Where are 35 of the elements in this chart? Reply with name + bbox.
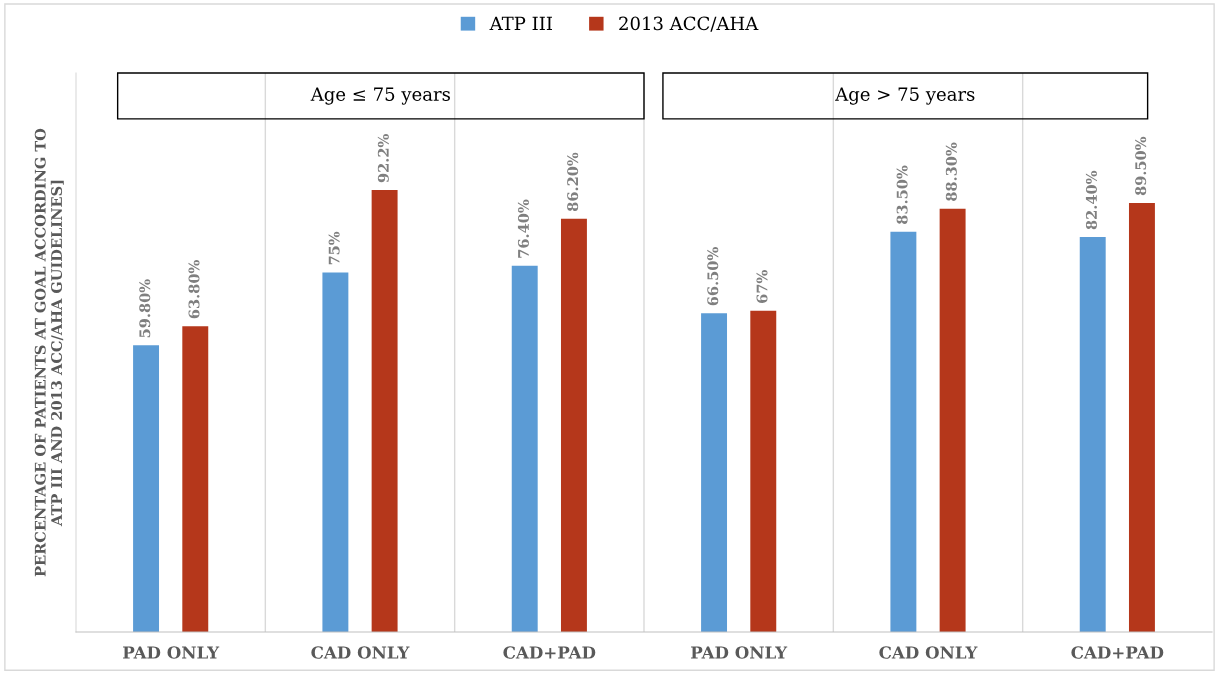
- bar: [701, 313, 728, 632]
- annotation: Age > 75 years: [835, 87, 975, 105]
- x-tick-label: PAD ONLY: [691, 646, 788, 659]
- bar: [371, 189, 398, 632]
- bar: [1128, 202, 1155, 632]
- legend-label: 2013 ACC/AHA: [619, 16, 759, 32]
- annotation: Age ≤ 75 years: [310, 87, 450, 105]
- bar: [939, 208, 966, 632]
- bar: [1079, 236, 1106, 632]
- data-label: 89.50%: [1135, 136, 1147, 196]
- data-label: 63.80%: [188, 260, 200, 319]
- data-label: 59.80%: [139, 279, 151, 338]
- x-tick-label: CAD+PAD: [1071, 646, 1164, 659]
- legend-label: ATP III: [489, 16, 552, 30]
- data-label: 92.2%: [377, 134, 389, 183]
- data-label: 83.50%: [896, 165, 908, 224]
- data-label: 75%: [328, 231, 340, 265]
- data-label: 76.40%: [517, 199, 529, 258]
- data-label: 82.40%: [1085, 170, 1097, 230]
- bar: [750, 310, 777, 632]
- bar: [560, 218, 587, 632]
- bar: [511, 265, 538, 632]
- x-tick-label: CAD+PAD: [503, 646, 596, 659]
- bar: [890, 231, 917, 632]
- bar: [322, 272, 349, 632]
- x-tick-label: CAD ONLY: [311, 646, 410, 659]
- bar: [133, 345, 160, 632]
- bar: [182, 326, 209, 632]
- data-label: 88.30%: [945, 142, 957, 201]
- data-label: 67%: [756, 270, 768, 303]
- data-label: 66.50%: [707, 247, 719, 306]
- x-tick-label: CAD ONLY: [879, 646, 978, 659]
- data-label: 86.20%: [567, 152, 579, 212]
- x-tick-label: PAD ONLY: [123, 646, 220, 659]
- y-axis-title: PERCENTAGE OF PATIENTS AT GOAL ACCORDING TO ATP III AND 2013 ACC/AHA GUIDELINES]: [34, 128, 64, 577]
